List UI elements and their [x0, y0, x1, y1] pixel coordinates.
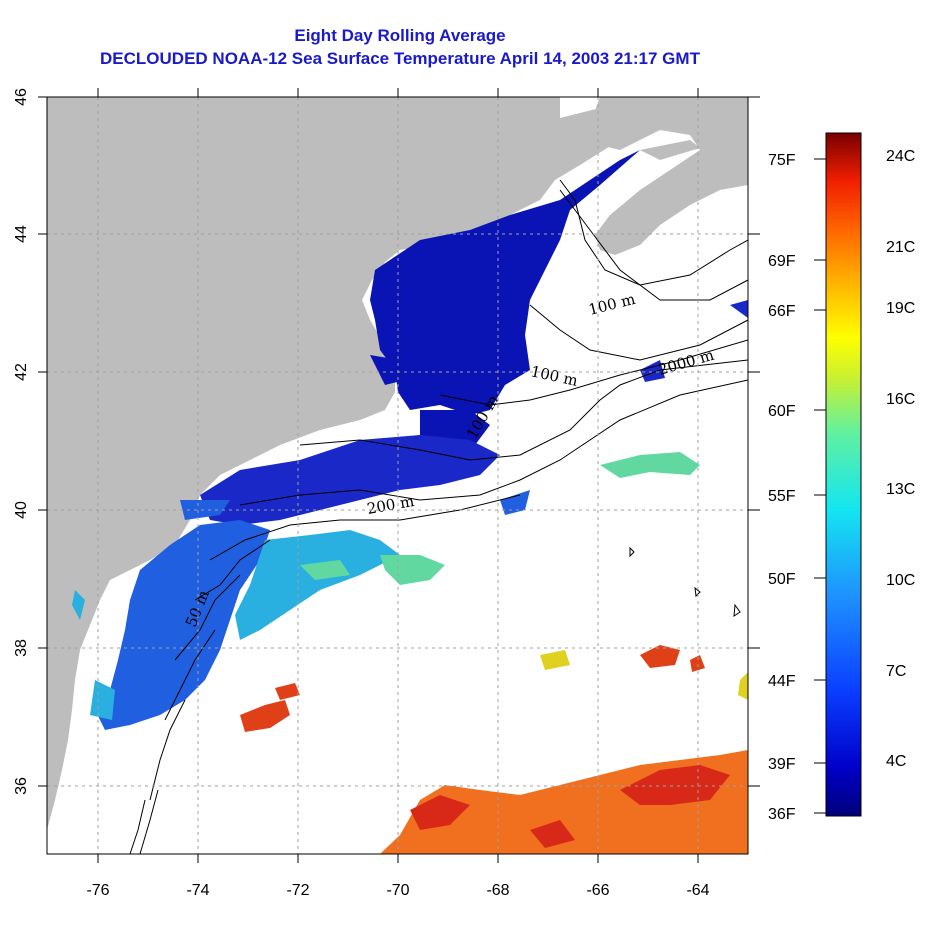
map-panel: 100 m 2000 m 100 m 100 m 50 m 200 m — [47, 97, 748, 854]
y-tick-label: 36 — [13, 777, 30, 795]
x-tick-label: -76 — [86, 882, 109, 899]
colorbar-f-label: 75F — [768, 152, 796, 169]
land-us-coast — [47, 97, 660, 830]
colorbar-c-label: 24C — [886, 148, 915, 165]
colorbar-f-label: 36F — [768, 806, 796, 823]
y-tick-label: 42 — [13, 363, 30, 381]
colorbar-c-label: 19C — [886, 300, 915, 317]
x-tick-label: -74 — [186, 882, 209, 899]
x-tick-label: -72 — [286, 882, 309, 899]
y-axis-labels: 36 38 40 42 44 46 — [13, 88, 30, 795]
x-tick-label: -66 — [586, 882, 609, 899]
sst-green-fronts — [300, 452, 700, 585]
y-tick-label: 46 — [13, 88, 30, 106]
land-pei — [640, 140, 700, 160]
colorbar-fahrenheit-labels: 75F 69F 66F 60F 55F 50F 44F 39F 36F — [768, 152, 796, 823]
x-axis-labels: -76 -74 -72 -70 -68 -66 -64 — [86, 882, 709, 899]
y-tick-label: 38 — [13, 639, 30, 657]
colorbar-f-label: 55F — [768, 488, 796, 505]
colorbar-celsius-labels: 24C 21C 19C 16C 13C 10C 7C 4C — [886, 148, 915, 770]
colorbar-f-label: 50F — [768, 571, 796, 588]
sst-cool-midatlantic — [95, 490, 530, 730]
isobath-contours — [129, 179, 748, 854]
colorbar-c-label: 13C — [886, 481, 915, 498]
x-tick-label: -70 — [386, 882, 409, 899]
colorbar-f-label: 60F — [768, 403, 796, 420]
sst-mild-shelfbreak — [72, 530, 400, 720]
colorbar-c-label: 21C — [886, 239, 915, 256]
colorbar-c-label: 7C — [886, 663, 906, 680]
colorbar-f-label: 39F — [768, 756, 796, 773]
colorbar-c-label: 10C — [886, 572, 915, 589]
sst-yellow-eddies — [540, 650, 748, 700]
colorbar-gradient — [825, 132, 862, 817]
axis-ticks — [38, 88, 760, 863]
graticule — [47, 97, 748, 854]
colorbar-f-label: 69F — [768, 253, 796, 270]
sst-gulf-stream-hot — [410, 765, 730, 848]
land-nova-scotia — [590, 97, 748, 255]
colorbar-f-label: 44F — [768, 673, 796, 690]
x-tick-label: -64 — [686, 882, 709, 899]
colorbar: 75F 69F 66F 60F 55F 50F 44F 39F 36F 24C … — [768, 132, 915, 823]
map-title: Eight Day Rolling Average — [294, 26, 506, 45]
colorbar-c-label: 4C — [886, 753, 906, 770]
y-tick-label: 44 — [13, 225, 30, 243]
map-subtitle: DECLOUDED NOAA-12 Sea Surface Temperatur… — [100, 49, 700, 68]
sst-warm-eddies — [240, 645, 705, 732]
y-tick-label: 40 — [13, 501, 30, 519]
x-tick-label: -68 — [486, 882, 509, 899]
colorbar-f-label: 66F — [768, 303, 796, 320]
colorbar-c-label: 16C — [886, 391, 915, 408]
